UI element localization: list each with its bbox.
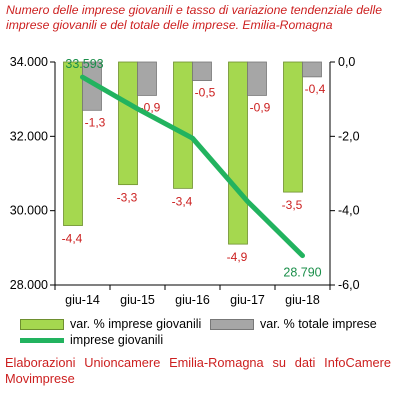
bar-young-change — [63, 61, 83, 226]
legend-swatch-young-change — [20, 318, 64, 330]
x-tick-label: giu-18 — [285, 293, 320, 307]
y-right-tick-label: -4,0 — [338, 204, 360, 218]
legend-label-total-change: var. % totale imprese — [260, 317, 377, 331]
y-left-tick-label: 28.000 — [10, 278, 48, 292]
chart-title: Numero delle imprese giovanili e tasso d… — [6, 3, 382, 32]
legend-item-total-change: var. % totale imprese — [210, 317, 377, 331]
data-label-young-change: -3,5 — [282, 198, 303, 212]
data-label-total-change: -0,5 — [195, 86, 216, 100]
x-tick-label: giu-15 — [120, 293, 155, 307]
bar-young-change — [228, 61, 248, 245]
x-tick-label: giu-14 — [65, 293, 100, 307]
y-left-tick-label: 34.000 — [10, 55, 48, 69]
data-label-total-change: -1,3 — [85, 115, 106, 129]
combo-chart: -4,4-1,3-3,3-0,9-3,4-0,5-4,9-0,9-3,5-0,4… — [10, 55, 360, 307]
data-label-young-count: 28.790 — [283, 266, 321, 280]
bar-total-change — [247, 61, 267, 96]
legend-label-young-change: var. % imprese giovanili — [70, 317, 202, 331]
legend-swatch-total-change — [210, 318, 254, 330]
data-label-young-change: -4,4 — [62, 232, 83, 246]
x-tick-label: giu-17 — [230, 293, 265, 307]
x-tick-label: giu-16 — [175, 293, 210, 307]
bar-total-change — [302, 61, 322, 78]
data-label-young-change: -3,3 — [117, 191, 138, 205]
data-label-young-count: 33.593 — [65, 57, 103, 71]
line-young-count — [80, 74, 305, 259]
data-label-young-change: -3,4 — [172, 194, 193, 208]
data-label-total-change: -0,4 — [305, 82, 326, 96]
data-label-total-change: -0,9 — [250, 100, 271, 114]
legend-swatch-young-count — [20, 337, 64, 343]
legend-item-young-change: var. % imprese giovanili — [20, 317, 201, 331]
legend-label-young-count: imprese giovanili — [70, 333, 164, 347]
bar-total-change — [137, 61, 157, 96]
y-left-tick-label: 30.000 — [10, 204, 48, 218]
y-left-tick-label: 32.000 — [10, 129, 48, 143]
bar-total-change — [192, 61, 212, 81]
y-right-tick-label: -2,0 — [338, 129, 360, 143]
source-note: Elaborazioni Unioncamere Emilia-Romagna … — [5, 355, 391, 386]
bar-young-change — [283, 61, 303, 193]
bar-young-change — [173, 61, 193, 189]
data-label-young-change: -4,9 — [227, 250, 248, 264]
y-right-tick-label: 0,0 — [338, 55, 355, 69]
bar-young-change — [118, 61, 138, 186]
y-right-tick-label: -6,0 — [338, 278, 360, 292]
legend-item-young-count: imprese giovanili — [20, 333, 163, 347]
